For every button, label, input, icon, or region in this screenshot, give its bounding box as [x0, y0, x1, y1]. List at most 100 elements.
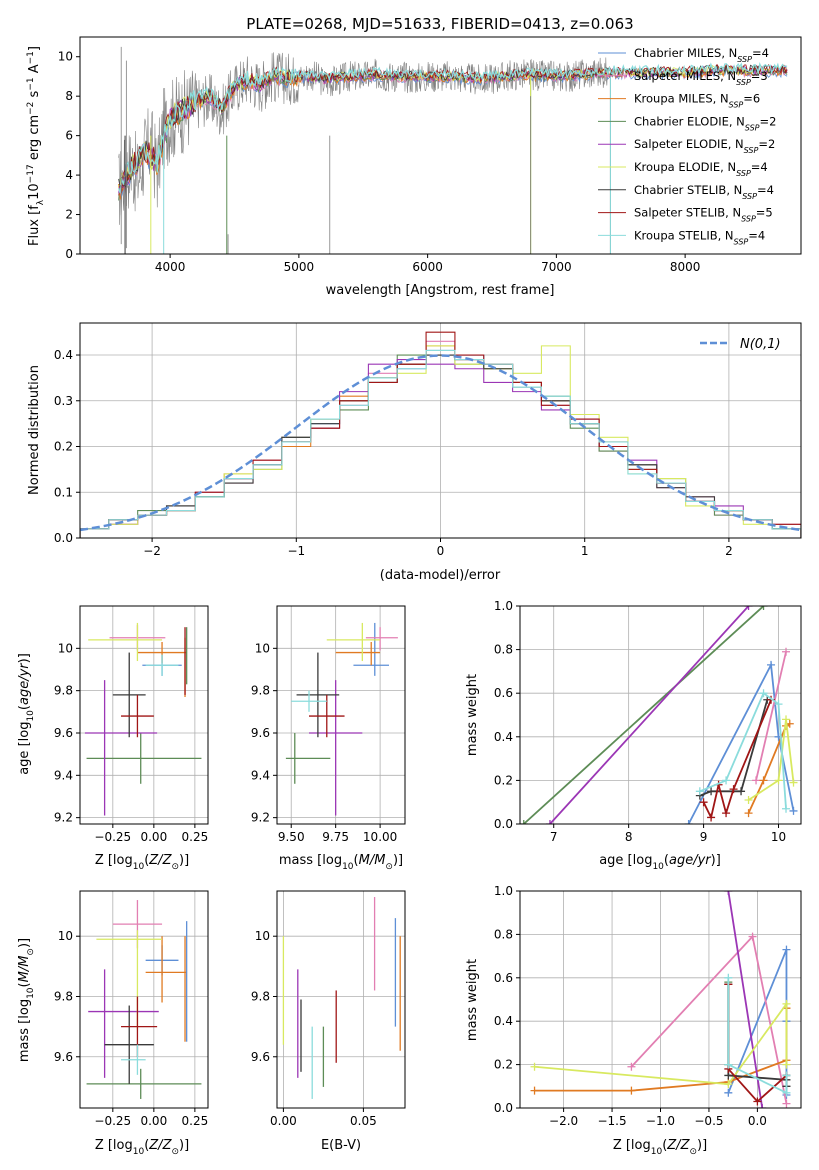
axes-frame [276, 890, 406, 1109]
weight-marker [724, 973, 733, 982]
weight-marker [545, 820, 554, 824]
legend-entry: Kroupa MILES, NSSP=6 [634, 92, 760, 110]
y-tick-label: 0.0 [494, 817, 513, 831]
weight-marker [707, 813, 716, 822]
panel-mass-vs-ebv: 0.00 0.05 9.6 9.8 10 [251, 890, 406, 1128]
weight-marker [748, 932, 757, 941]
y-tick-label: 6 [65, 129, 73, 143]
weight-line [523, 606, 765, 824]
weight-marker [729, 785, 738, 794]
x-tick-label: −0.25 [94, 830, 131, 844]
plot-area [84, 622, 202, 816]
weight-marker [530, 1062, 539, 1071]
model-spectrum [118, 66, 788, 200]
y-tick-label: 10 [58, 641, 73, 655]
plot-area [285, 622, 398, 816]
weight-line [755, 651, 787, 781]
y-tick-label: 9.6 [54, 1050, 73, 1064]
weight-marker [627, 1062, 636, 1071]
y-axis-label: Flux [fλ10−17 erg cm−2 s−1 A−1] [26, 46, 46, 246]
weight-marker [744, 809, 753, 818]
weight-marker [774, 700, 783, 709]
y-tick-label: 9.2 [251, 811, 270, 825]
legend-entry: Salpeter MILES, NSSP=3 [634, 69, 768, 87]
model-spectrum [118, 62, 788, 194]
weight-marker [753, 1097, 762, 1106]
x-tick-label: 8000 [670, 260, 701, 274]
x-tick-label: −0.5 [694, 1114, 723, 1128]
x-tick-label: 4000 [155, 260, 186, 274]
y-tick-label: 9.2 [54, 811, 73, 825]
weight-marker [782, 1060, 791, 1069]
weight-marker [758, 1104, 767, 1108]
y-tick-label: 10 [58, 929, 73, 943]
y-tick-label: 4 [65, 168, 73, 182]
weight-marker [744, 606, 753, 610]
x-axis-label: age [log10(age/yr)] [599, 853, 721, 872]
y-tick-label: 9.6 [251, 726, 270, 740]
weight-marker [724, 1080, 733, 1089]
axes-frame [519, 605, 802, 825]
y-tick-label: 10 [58, 50, 73, 64]
y-tick-label: 0.0 [494, 1101, 513, 1115]
axes-frame [79, 605, 209, 825]
panel-age-vs-z: −0.25 0.00 0.25 9.2 9.4 9.6 9.8 10 [54, 605, 209, 844]
x-tick-label: 9 [700, 830, 708, 844]
x-tick-label: 0.05 [350, 1114, 377, 1128]
plot-area [118, 46, 788, 254]
weight-marker [782, 999, 791, 1008]
y-axis-label: age [log10(age/yr)] [17, 653, 36, 775]
x-tick-label: 10 [771, 830, 786, 844]
y-tick-label: 0.4 [54, 348, 73, 362]
weight-marker [782, 804, 791, 813]
y-tick-label: 0.2 [54, 440, 73, 454]
model-spectrum [118, 67, 788, 199]
weight-marker [695, 787, 704, 796]
y-axis-label: mass [log10(M/M⊙)] [17, 938, 36, 1062]
model-spectrum [118, 66, 788, 201]
x-tick-label: 5000 [284, 260, 315, 274]
axes-frame [276, 605, 406, 825]
x-tick-label: 0.00 [270, 1114, 297, 1128]
legend: Chabrier MILES, NSSP=4 Salpeter MILES, NS… [598, 46, 776, 246]
model-spectrum [118, 67, 788, 197]
x-tick-label: 9.75 [322, 830, 349, 844]
gaussian-curve [80, 354, 801, 532]
x-tick-label: 6000 [412, 260, 443, 274]
weight-line [534, 1001, 788, 1086]
weight-marker [759, 606, 768, 610]
weight-marker [752, 776, 761, 785]
weight-marker [530, 1086, 539, 1095]
x-tick-label: 0.0 [748, 1114, 767, 1128]
weight-marker [724, 891, 733, 895]
plot-area [86, 900, 202, 1099]
x-axis-label: mass [log10(M/M⊙)] [279, 853, 403, 872]
weight-line [727, 977, 788, 1095]
weight-marker [782, 945, 791, 954]
y-tick-label: 0 [65, 247, 73, 261]
y-tick-label: 9.6 [251, 1050, 270, 1064]
y-tick-label: 0.2 [494, 1058, 513, 1072]
x-tick-label: −1.5 [597, 1114, 626, 1128]
y-tick-label: 9.8 [54, 989, 73, 1003]
x-tick-label: 0 [437, 544, 445, 558]
weight-line [747, 722, 791, 814]
model-spectrum [118, 64, 788, 194]
weight-marker [722, 809, 731, 818]
weight-marker [782, 715, 791, 724]
y-tick-label: 9.4 [251, 768, 270, 782]
weight-marker [627, 1086, 636, 1095]
plot-area [282, 897, 401, 1099]
x-tick-label: −2.0 [549, 1114, 578, 1128]
chart-title: PLATE=0268, MJD=51633, FIBERID=0413, z=0… [246, 15, 633, 33]
plot-area [520, 606, 798, 824]
legend-entry: Kroupa ELODIE, NSSP=4 [634, 160, 768, 178]
weight-marker [774, 776, 783, 785]
x-tick-label: 7000 [541, 260, 572, 274]
y-axis-label: mass weight [465, 959, 480, 1041]
y-tick-label: 0.0 [54, 531, 73, 545]
y-tick-label: 9.8 [251, 684, 270, 698]
y-tick-label: 0.6 [494, 686, 513, 700]
weight-marker [782, 1071, 791, 1080]
weight-marker [759, 689, 768, 698]
